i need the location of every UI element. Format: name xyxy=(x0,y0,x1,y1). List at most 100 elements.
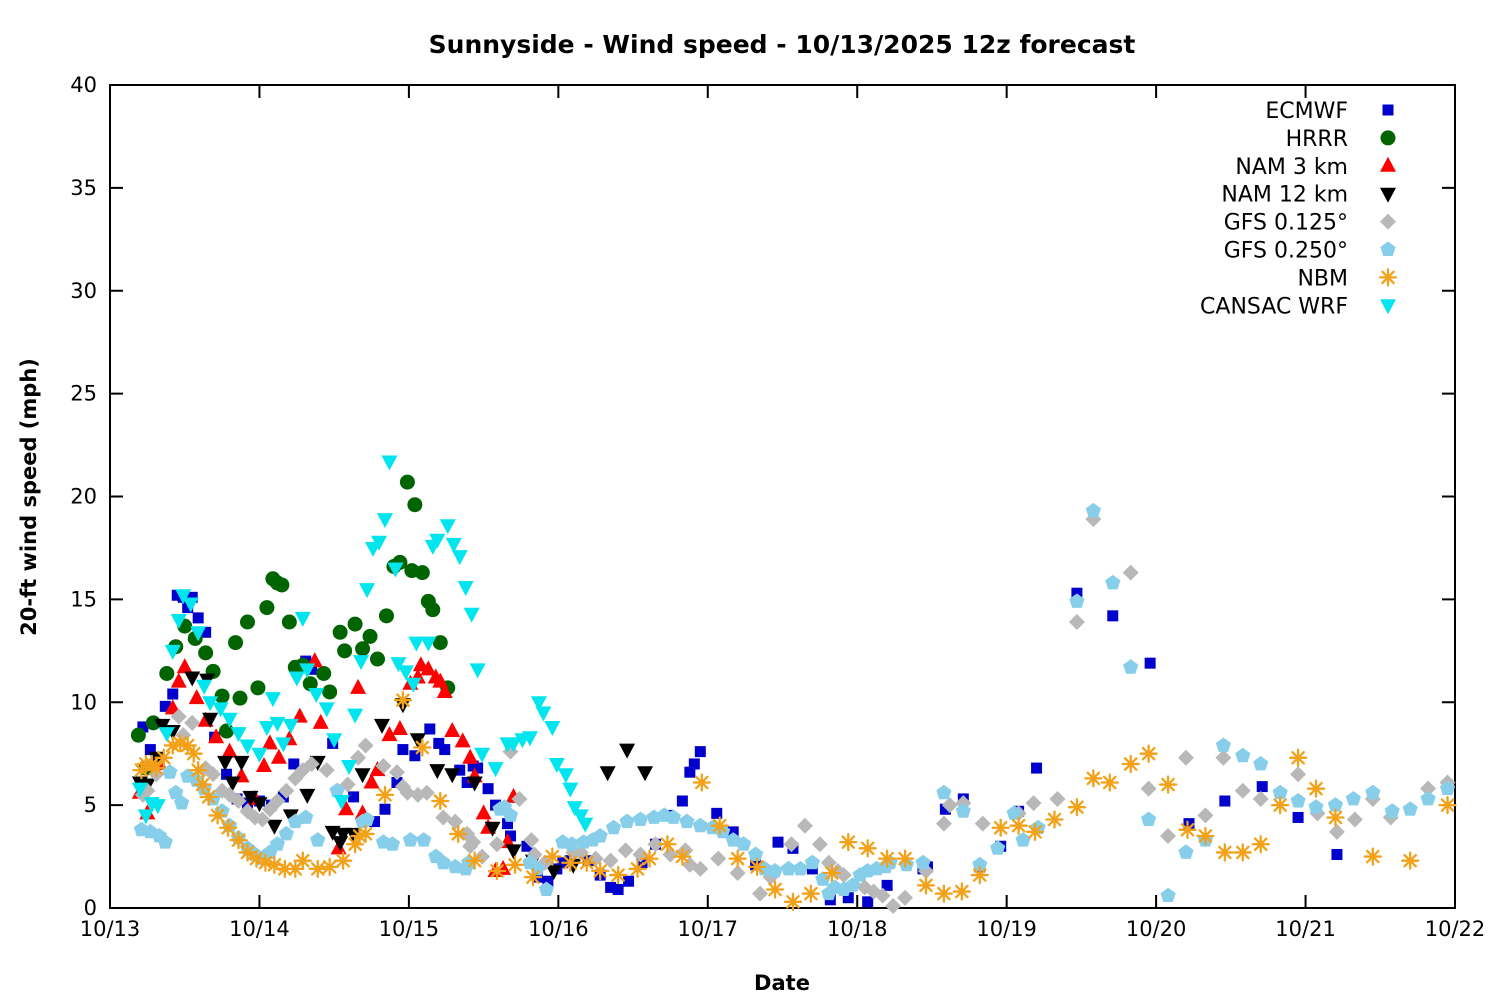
data-point xyxy=(221,768,233,780)
series-nbm xyxy=(132,691,1457,911)
data-point xyxy=(402,832,418,847)
data-point xyxy=(1384,803,1400,818)
data-point xyxy=(251,797,268,813)
legend-marker-cansac-wrf xyxy=(1380,299,1396,315)
data-point xyxy=(293,851,312,870)
data-point xyxy=(608,865,628,885)
data-point xyxy=(1141,811,1157,826)
data-point xyxy=(445,537,462,553)
data-point xyxy=(1438,795,1457,815)
data-point xyxy=(221,742,238,758)
data-point xyxy=(316,665,332,681)
data-point xyxy=(727,826,739,838)
data-point xyxy=(465,834,482,851)
data-point xyxy=(1256,781,1268,793)
data-point xyxy=(523,832,540,849)
data-point xyxy=(676,795,688,807)
data-point xyxy=(159,665,175,681)
data-point xyxy=(1346,811,1363,828)
data-point xyxy=(487,762,504,778)
data-point xyxy=(259,600,275,616)
data-point xyxy=(218,818,238,837)
data-point xyxy=(1006,805,1022,820)
data-point xyxy=(192,612,204,624)
y-tick-label: 35 xyxy=(70,176,97,200)
data-point xyxy=(1158,775,1178,794)
axis-ticks: 10/13 10/14 10/15 10/16 10/17 10/18 10/19 10/20… xyxy=(70,73,1485,941)
data-point xyxy=(357,737,374,754)
data-point xyxy=(184,744,203,763)
x-axis-title: Date xyxy=(754,971,810,995)
data-point xyxy=(1363,847,1382,866)
data-point xyxy=(170,708,187,725)
data-point xyxy=(130,727,146,743)
data-point xyxy=(692,773,711,792)
data-point xyxy=(711,807,723,819)
data-point xyxy=(619,813,635,829)
data-point xyxy=(137,721,149,733)
data-point xyxy=(239,739,256,755)
data-point xyxy=(429,764,446,780)
y-tick-label: 20 xyxy=(70,485,97,509)
data-point xyxy=(433,737,445,749)
data-point xyxy=(658,835,677,854)
data-point xyxy=(991,818,1010,837)
data-point xyxy=(463,607,480,623)
data-point xyxy=(1031,762,1043,774)
data-point xyxy=(202,712,219,728)
data-point xyxy=(154,718,171,734)
data-point xyxy=(1234,782,1251,799)
legend-marker-hrrr xyxy=(1380,130,1396,146)
data-point xyxy=(435,854,451,870)
data-point xyxy=(359,583,376,599)
data-point xyxy=(454,764,466,776)
data-point xyxy=(333,851,353,870)
data-point xyxy=(487,861,507,881)
data-point xyxy=(617,842,634,859)
data-point xyxy=(474,747,491,763)
data-point xyxy=(747,857,767,876)
data-point xyxy=(281,614,297,630)
data-point xyxy=(1178,820,1197,839)
data-point xyxy=(350,678,367,694)
data-point xyxy=(332,624,348,640)
data-point xyxy=(208,728,225,744)
data-point xyxy=(436,682,453,698)
data-point xyxy=(348,791,360,803)
data-point xyxy=(1401,851,1420,870)
data-point xyxy=(665,809,681,824)
data-point xyxy=(688,758,700,770)
x-tick-label: 10/14 xyxy=(229,917,290,941)
data-point xyxy=(1420,791,1436,806)
data-point xyxy=(577,817,594,833)
data-point xyxy=(990,840,1006,855)
data-point xyxy=(1328,823,1345,840)
data-point xyxy=(1071,587,1083,599)
data-point xyxy=(318,762,335,779)
data-point xyxy=(662,846,679,863)
data-point xyxy=(1251,835,1270,854)
data-point xyxy=(628,859,647,879)
data-point xyxy=(936,784,952,800)
data-point xyxy=(375,785,395,804)
data-point xyxy=(355,641,371,657)
data-point xyxy=(673,847,692,866)
data-point xyxy=(338,800,355,816)
data-point xyxy=(897,889,914,906)
data-point xyxy=(424,723,436,735)
data-point xyxy=(1045,810,1064,829)
data-point xyxy=(1049,790,1066,807)
data-point xyxy=(1068,614,1085,631)
data-point xyxy=(238,843,257,862)
data-point xyxy=(264,692,281,708)
data-point xyxy=(212,702,229,718)
data-point xyxy=(131,782,148,798)
data-point xyxy=(752,885,769,902)
data-point xyxy=(154,748,173,767)
data-point xyxy=(538,881,554,896)
legend-marker-nbm xyxy=(1378,268,1398,287)
data-point xyxy=(502,818,514,830)
data-point xyxy=(405,677,422,693)
data-point xyxy=(605,881,617,893)
data-point xyxy=(167,688,179,700)
